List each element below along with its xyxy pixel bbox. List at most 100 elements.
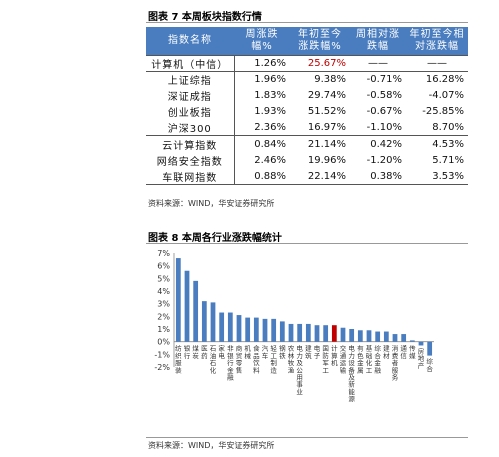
cell-index-name: 网络安全指数: [156, 156, 223, 168]
cell-rel-ytd: -25.85%: [422, 106, 464, 118]
x-category-label: 医药: [201, 345, 208, 360]
y-tick-label: -1%: [154, 350, 170, 359]
cell-week-change: 1.96%: [233, 70, 290, 88]
bar-钢铁: [279, 321, 285, 342]
cell-rel-ytd: ——: [406, 54, 468, 72]
table-header-row: 指数名称 周涨跌幅% 年初至今 涨跌幅% 周相对涨 跌幅 年初至今相 对涨跌幅: [146, 27, 468, 55]
table-row: 创业板指 1.93% 51.52% -0.67% -25.85%: [146, 103, 468, 120]
bar-食品饮料: [253, 317, 259, 342]
cell-rel-week: ——: [350, 54, 406, 72]
cell-rel-ytd: 8.70%: [432, 122, 464, 134]
bar-石油石化: [210, 302, 216, 342]
cell-ytd-change: 9.38%: [290, 70, 350, 88]
cell-rel-week: 0.42%: [350, 135, 406, 153]
bar-农林牧渔: [288, 323, 294, 342]
bar-通信: [401, 334, 407, 342]
x-category-label: 房地产: [418, 346, 425, 369]
header-rel-week-text: 周相对涨 跌幅: [356, 28, 400, 52]
bar-综合: [427, 341, 433, 356]
title-rule: [146, 243, 468, 244]
bar-交通运输: [340, 327, 346, 342]
table-row: 车联网指数 0.88% 22.14% 0.38% 3.53%: [146, 168, 468, 186]
bar-传媒: [409, 340, 415, 342]
cell-rel-ytd: 4.53%: [406, 135, 468, 153]
cell-ytd-change: 19.96%: [307, 154, 346, 166]
cell-index-name: 计算机（中信）: [146, 54, 234, 72]
cell-week-change: 2.36%: [233, 119, 290, 136]
bar-建材: [383, 331, 389, 342]
x-category-label: 有色金属: [357, 344, 364, 375]
x-category-label: 消费者服务: [392, 344, 399, 382]
header-rel-week: 周相对涨 跌幅: [350, 27, 406, 55]
header-ytd-change: 年初至今 涨跌幅%: [290, 27, 350, 55]
cell-rel-ytd: -4.07%: [428, 89, 464, 101]
y-tick-label: 5%: [157, 274, 170, 283]
y-tick-label: 7%: [157, 249, 170, 258]
y-tick-label: 2%: [157, 312, 170, 321]
cell-week-change: 0.88%: [233, 168, 290, 186]
x-category-label: 电力设备及新能源: [348, 344, 355, 403]
cell-ytd-change: 25.67%: [290, 54, 350, 72]
header-ytd-change-text: 年初至今 涨跌幅%: [298, 28, 342, 52]
x-category-label: 家电: [218, 344, 225, 360]
x-category-label: 银行: [184, 344, 191, 360]
x-category-label: 机械: [244, 344, 251, 360]
cell-week-change: 0.84%: [233, 135, 290, 153]
bar-非银行金融: [227, 312, 233, 342]
bar-纺织服装: [175, 258, 181, 342]
bar-电子: [314, 325, 320, 342]
x-category-label: 综合: [426, 357, 433, 373]
chart-source-note: 资料来源：WIND，华安证券研究所: [148, 441, 275, 450]
cell-week-change: 1.93%: [233, 103, 290, 120]
x-category-label: 国防军工: [322, 345, 329, 375]
table-row: 上证综指 1.96% 9.38% -0.71% 16.28%: [146, 70, 468, 88]
table-row: 沪深300 2.36% 16.97% -1.10% 8.70%: [146, 119, 468, 136]
cell-rel-week: 0.38%: [350, 168, 406, 186]
y-tick-label: 3%: [157, 300, 170, 309]
y-tick-label: 4%: [157, 287, 170, 296]
x-category-label: 轻工制造: [270, 344, 277, 375]
y-tick-label: 0%: [157, 338, 170, 347]
cell-index-name: 创业板指: [167, 108, 212, 120]
header-rel-ytd-text: 年初至今相 对涨跌幅: [409, 28, 465, 52]
index-performance-table: 指数名称 周涨跌幅% 年初至今 涨跌幅% 周相对涨 跌幅 年初至今相 对涨跌幅 …: [146, 27, 468, 186]
y-tick-label: 1%: [157, 325, 170, 334]
bar-有色金属: [357, 330, 363, 342]
source-rule: [146, 437, 468, 438]
header-rel-ytd: 年初至今相 对涨跌幅: [406, 27, 468, 55]
cell-index-name: 上证综指: [146, 70, 234, 88]
x-category-label: 传媒: [409, 344, 416, 360]
table-row: 深证成指 1.83% 29.74% -0.58% -4.07%: [146, 87, 468, 104]
title-rule: [146, 22, 468, 23]
y-tick-label: 6%: [157, 262, 170, 271]
bar-煤炭: [193, 280, 199, 342]
cell-rel-ytd: 16.28%: [406, 70, 468, 88]
cell-index-name: 云计算指数: [146, 135, 234, 153]
x-category-label: 通信: [400, 344, 407, 360]
cell-ytd-change: 22.14%: [290, 168, 350, 186]
cell-week-change: 1.83%: [233, 87, 290, 104]
cell-rel-week: -0.67%: [366, 106, 402, 118]
x-category-label: 汽车: [262, 344, 269, 360]
x-category-label: 电力及公用事业: [296, 344, 303, 396]
bar-国防军工: [323, 325, 329, 342]
cell-ytd-change: 16.97%: [307, 122, 346, 134]
bar-银行: [184, 270, 190, 342]
cell-ytd-change: 29.74%: [307, 89, 346, 101]
bar-建筑: [305, 323, 311, 342]
bar-电力及公用事业: [297, 323, 303, 342]
table-source-note: 资料来源：WIND，华安证券研究所: [148, 199, 275, 208]
x-category-label: 煤炭: [192, 344, 199, 360]
cell-week-change: 1.26%: [233, 54, 290, 72]
x-category-label: 综合金融: [374, 344, 381, 375]
cell-rel-week: -0.71%: [350, 70, 406, 88]
bar-房地产: [418, 341, 424, 346]
cell-rel-ytd: 3.53%: [406, 168, 468, 186]
cell-index-name: 沪深300: [167, 124, 212, 136]
cell-index-name: 深证成指: [167, 91, 212, 103]
x-category-label: 石油石化: [210, 345, 217, 375]
header-index-name: 指数名称: [146, 27, 234, 55]
cell-rel-week: -0.58%: [366, 89, 402, 101]
x-category-label: 计算机: [331, 344, 338, 367]
bar-计算机: [331, 325, 337, 342]
